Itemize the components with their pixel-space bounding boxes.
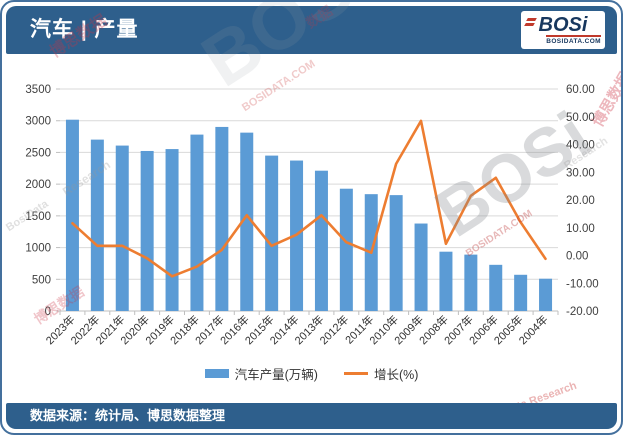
y-axis-label-right: -10.00 [566,278,599,290]
production-bar [439,251,453,311]
y-axis-label-right: 60.00 [566,84,595,96]
production-bar [215,126,229,311]
footer-band: 数据来源：统计局、博思数据整理 [6,403,617,429]
y-axis-label-right: 30.00 [566,167,595,179]
y-axis-label-left: 2000 [25,179,51,191]
y-axis-label-right: -20.00 [566,306,599,318]
y-axis-label-right: 20.00 [566,195,595,207]
legend-item: 增长(%) [343,364,419,383]
production-bar [539,278,553,311]
y-axis-label-left: 3000 [25,116,51,128]
production-bar [464,254,478,311]
production-bar [165,149,179,311]
legend-line-swatch-icon [343,372,368,375]
production-bar [65,119,79,311]
y-axis-label-left: 1500 [25,211,51,223]
production-bar [240,132,254,311]
legend-label: 增长(%) [373,368,419,382]
page-title: 汽车 | 产量 [30,18,139,41]
production-bar [514,274,528,311]
header-band: 汽车 | 产量 BOSi BOSIDATA.COM [6,6,617,54]
production-bar [190,134,204,311]
y-axis-label-right: 50.00 [566,112,595,124]
production-bar [90,139,104,311]
production-bar [414,223,428,311]
bosi-logo-text: BOSi [523,15,587,35]
legend-bar-swatch-icon [204,369,229,378]
production-bar [140,150,154,311]
y-axis-label-right: 40.00 [566,140,595,152]
data-source-text: 数据来源：统计局、博思数据整理 [30,408,226,423]
production-bar [389,195,403,311]
y-axis-label-left: 500 [32,274,51,286]
bosi-logo: BOSi BOSIDATA.COM [521,11,605,49]
y-axis-label-left: 2500 [25,147,51,159]
y-axis-label-left: 3500 [25,84,51,96]
growth-line [71,119,547,278]
production-bar [314,170,328,311]
legend-item: 汽车产量(万辆) [204,364,318,383]
y-axis-label-left: 1000 [25,243,51,255]
production-bar [489,264,503,311]
y-axis-label-right: 0.00 [566,251,588,263]
production-bar [339,188,353,311]
production-bar [115,145,129,311]
bosi-logo-subtext: BOSIDATA.COM [546,35,601,45]
production-bar [265,155,279,311]
chart-legend: 汽车产量(万辆) 增长(%) [2,364,621,383]
legend-label: 汽车产量(万辆) [234,368,318,382]
y-axis-label-left: 0 [45,306,51,318]
y-axis-label-right: 10.00 [566,223,595,235]
